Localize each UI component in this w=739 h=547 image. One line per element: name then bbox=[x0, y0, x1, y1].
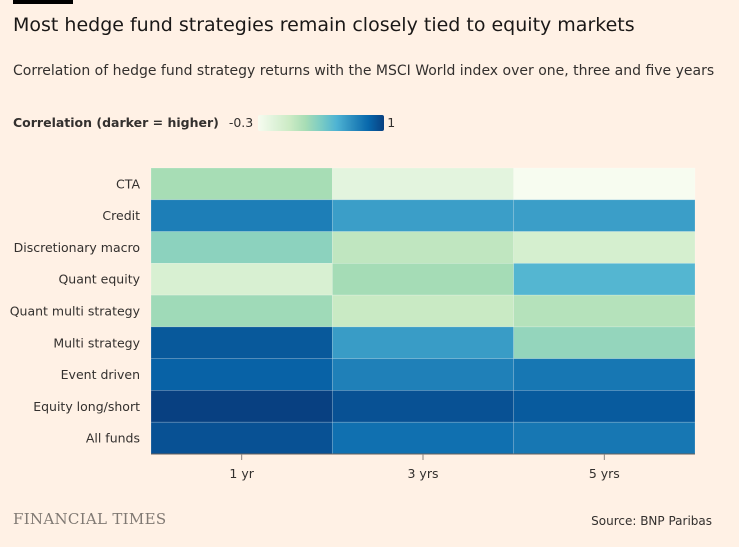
row-label: Event driven bbox=[61, 367, 140, 382]
x-tick-label: 3 yrs bbox=[408, 466, 439, 481]
heatmap-cell bbox=[513, 262, 696, 296]
heatmap-cell bbox=[331, 358, 515, 391]
heatmap-cell bbox=[513, 199, 696, 232]
heatmap-cell bbox=[150, 199, 333, 232]
heatmap-cell bbox=[331, 231, 515, 264]
heatmap-cell bbox=[150, 390, 333, 423]
source-note: Source: BNP Paribas bbox=[591, 514, 712, 528]
row-label: Quant equity bbox=[58, 272, 140, 287]
heatmap-cell bbox=[150, 167, 333, 201]
brand-bar bbox=[13, 0, 73, 4]
heatmap-cell bbox=[150, 358, 333, 391]
heatmap-cell bbox=[513, 231, 696, 264]
heatmap-cell bbox=[513, 390, 696, 423]
x-tick-label: 1 yr bbox=[229, 466, 254, 481]
heatmap-cell bbox=[150, 294, 333, 328]
heatmap-cell bbox=[150, 421, 333, 455]
color-legend: Correlation (darker = higher) -0.3 1 bbox=[13, 114, 395, 131]
row-label: Credit bbox=[102, 208, 140, 223]
row-label: Discretionary macro bbox=[14, 240, 140, 255]
chart-title: Most hedge fund strategies remain closel… bbox=[13, 14, 635, 36]
heatmap-cell bbox=[331, 390, 515, 423]
heatmap-cell bbox=[150, 262, 333, 296]
heatmap-cell bbox=[331, 262, 515, 296]
heatmap-cell bbox=[331, 421, 515, 455]
ft-logo: FINANCIAL TIMES bbox=[13, 510, 167, 528]
heatmap-cell bbox=[331, 326, 515, 360]
heatmap-cell bbox=[331, 294, 515, 328]
chart-subtitle: Correlation of hedge fund strategy retur… bbox=[13, 63, 715, 79]
heatmap-cell bbox=[150, 231, 333, 264]
row-label: All funds bbox=[86, 431, 140, 446]
heatmap-cell bbox=[331, 199, 515, 232]
row-label: Equity long/short bbox=[33, 399, 140, 414]
heatmap-cell bbox=[513, 326, 696, 360]
row-label: CTA bbox=[116, 176, 140, 191]
legend-min-label: -0.3 bbox=[228, 115, 254, 130]
legend-gradient bbox=[258, 114, 385, 131]
x-tick-label: 5 yrs bbox=[589, 466, 620, 481]
row-label: Multi strategy bbox=[53, 335, 140, 350]
row-label: Quant multi strategy bbox=[10, 304, 141, 319]
heatmap-cell bbox=[513, 294, 696, 328]
heatmap-cell bbox=[331, 167, 515, 201]
legend-max-label: 1 bbox=[387, 115, 396, 130]
heatmap-cell bbox=[513, 421, 696, 455]
heatmap-cell bbox=[150, 326, 333, 360]
legend-title: Correlation (darker = higher) bbox=[13, 115, 219, 130]
heatmap-cell bbox=[513, 167, 696, 201]
heatmap-cell bbox=[513, 358, 696, 391]
